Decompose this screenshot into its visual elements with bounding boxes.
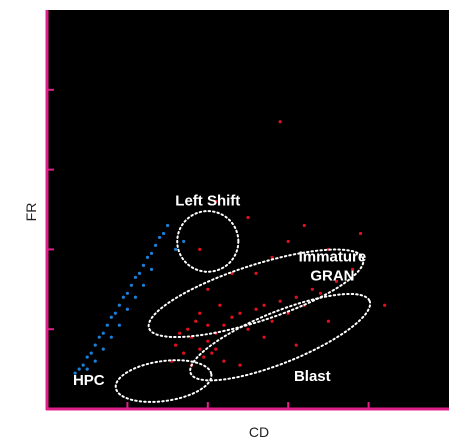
data-point-0-27 bbox=[125, 307, 129, 311]
data-point-0-6 bbox=[97, 335, 101, 339]
data-point-1-12 bbox=[238, 311, 242, 315]
region-ellipse-0 bbox=[176, 210, 240, 273]
data-point-1-14 bbox=[254, 307, 258, 311]
data-point-1-6 bbox=[186, 327, 190, 331]
data-point-0-26 bbox=[117, 323, 121, 327]
region-ellipse-1 bbox=[147, 248, 365, 339]
data-point-1-42 bbox=[294, 343, 298, 347]
data-point-1-11 bbox=[230, 315, 234, 319]
data-point-1-29 bbox=[218, 303, 222, 307]
region-ellipse-2 bbox=[189, 292, 372, 382]
data-point-0-19 bbox=[149, 251, 154, 255]
data-point-1-13 bbox=[246, 327, 250, 331]
axis-ticks bbox=[47, 88, 370, 409]
data-point-0-14 bbox=[129, 283, 134, 287]
data-point-0-17 bbox=[141, 263, 146, 267]
data-point-0-31 bbox=[161, 231, 166, 236]
data-point-1-1 bbox=[182, 351, 186, 355]
plot-background bbox=[46, 10, 449, 408]
region-label-3: HPC bbox=[73, 372, 105, 389]
region-ellipse-3 bbox=[114, 359, 213, 403]
region-labels: Left Shift Immature GRAN Blast HPC bbox=[73, 193, 366, 390]
data-point-0-25 bbox=[109, 335, 113, 339]
data-point-1-33 bbox=[302, 223, 306, 228]
data-point-0-28 bbox=[133, 295, 138, 299]
data-point-1-21 bbox=[310, 287, 314, 291]
data-point-1-41 bbox=[262, 335, 266, 339]
data-point-1-9 bbox=[210, 351, 214, 355]
data-point-0-32 bbox=[166, 223, 170, 228]
region-label-1: Immature GRAN bbox=[299, 248, 367, 284]
data-point-1-19 bbox=[294, 295, 298, 299]
data-point-0-5 bbox=[93, 343, 97, 347]
data-point-0-22 bbox=[85, 367, 89, 371]
data-point-1-34 bbox=[246, 215, 250, 220]
data-point-1-17 bbox=[278, 299, 282, 303]
data-point-0-8 bbox=[105, 323, 109, 327]
data-point-1-0 bbox=[174, 343, 178, 347]
data-point-0-12 bbox=[121, 295, 125, 299]
data-point-0-15 bbox=[133, 275, 138, 279]
data-point-0-29 bbox=[141, 283, 146, 287]
data-point-1-47 bbox=[206, 323, 210, 327]
data-point-1-25 bbox=[222, 359, 226, 363]
data-point-1-32 bbox=[286, 239, 290, 244]
data-point-1-24 bbox=[350, 267, 355, 271]
data-point-0-16 bbox=[137, 271, 142, 275]
data-point-0-21 bbox=[157, 235, 162, 240]
data-point-0-4 bbox=[89, 351, 93, 355]
data-point-1-38 bbox=[358, 231, 363, 236]
data-point-0-1 bbox=[77, 367, 81, 371]
region-ellipses bbox=[114, 210, 372, 403]
data-point-1-7 bbox=[194, 319, 198, 323]
data-point-0-3 bbox=[85, 355, 89, 359]
region-label-0: Left Shift bbox=[175, 193, 240, 210]
data-point-1-46 bbox=[198, 311, 202, 315]
data-point-1-16 bbox=[270, 319, 274, 323]
data-point-1-43 bbox=[326, 319, 330, 323]
data-point-0-7 bbox=[101, 331, 105, 335]
data-point-0-20 bbox=[153, 243, 158, 248]
data-point-0-24 bbox=[101, 347, 105, 351]
x-axis-label: CD bbox=[249, 424, 269, 440]
data-point-0-11 bbox=[117, 303, 121, 307]
data-point-1-30 bbox=[254, 271, 258, 275]
data-point-1-15 bbox=[262, 303, 266, 307]
data-point-1-22 bbox=[318, 291, 322, 295]
data-point-1-26 bbox=[238, 363, 242, 367]
data-point-0-0 bbox=[73, 371, 77, 375]
data-point-1-48 bbox=[214, 347, 218, 351]
data-point-1-36 bbox=[214, 199, 218, 204]
data-point-1-44 bbox=[383, 303, 387, 307]
data-point-1-3 bbox=[198, 347, 202, 351]
data-point-1-8 bbox=[202, 355, 206, 359]
data-point-1-4 bbox=[206, 339, 210, 343]
data-point-0-34 bbox=[182, 239, 186, 244]
y-axis-label: FR bbox=[23, 203, 39, 222]
data-point-1-35 bbox=[198, 247, 202, 251]
region-label-2: Blast bbox=[294, 368, 331, 385]
data-point-0-13 bbox=[125, 291, 129, 295]
data-point-1-45 bbox=[278, 120, 282, 124]
data-point-0-33 bbox=[174, 247, 178, 251]
data-point-1-10 bbox=[222, 323, 226, 327]
data-point-1-39 bbox=[206, 287, 210, 291]
data-point-1-31 bbox=[270, 255, 274, 259]
data-point-0-18 bbox=[145, 255, 150, 259]
data-point-1-28 bbox=[178, 331, 182, 335]
data-point-1-23 bbox=[334, 279, 339, 283]
data-point-0-9 bbox=[109, 315, 113, 319]
data-point-0-2 bbox=[81, 363, 85, 367]
data-point-0-30 bbox=[149, 267, 154, 271]
data-point-0-10 bbox=[113, 311, 117, 315]
data-point-0-23 bbox=[93, 359, 97, 363]
